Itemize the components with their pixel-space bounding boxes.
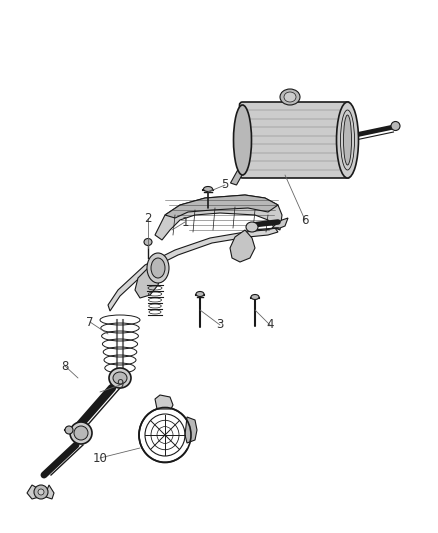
Polygon shape xyxy=(185,417,197,443)
Ellipse shape xyxy=(280,89,300,105)
Polygon shape xyxy=(46,485,54,499)
Text: 5: 5 xyxy=(221,179,229,191)
Polygon shape xyxy=(135,255,162,298)
Ellipse shape xyxy=(109,368,131,388)
Ellipse shape xyxy=(196,292,204,296)
Ellipse shape xyxy=(113,372,127,384)
Ellipse shape xyxy=(233,105,251,175)
Polygon shape xyxy=(272,218,288,228)
Ellipse shape xyxy=(246,222,258,232)
Text: 8: 8 xyxy=(61,359,69,373)
Ellipse shape xyxy=(147,253,169,283)
Ellipse shape xyxy=(144,238,152,246)
Ellipse shape xyxy=(251,295,259,300)
Text: 7: 7 xyxy=(86,316,94,328)
Polygon shape xyxy=(108,228,278,311)
FancyBboxPatch shape xyxy=(240,102,350,178)
Ellipse shape xyxy=(336,102,358,178)
Text: 6: 6 xyxy=(301,214,309,227)
Ellipse shape xyxy=(204,187,212,191)
Text: 10: 10 xyxy=(92,451,107,464)
Text: 4: 4 xyxy=(266,319,274,332)
Circle shape xyxy=(65,426,73,434)
Polygon shape xyxy=(230,230,255,262)
Ellipse shape xyxy=(151,258,165,278)
Polygon shape xyxy=(155,195,282,240)
Polygon shape xyxy=(27,485,41,499)
Text: 3: 3 xyxy=(216,319,224,332)
Ellipse shape xyxy=(284,92,296,102)
Polygon shape xyxy=(165,195,278,218)
Circle shape xyxy=(38,489,44,495)
Polygon shape xyxy=(155,395,173,409)
Text: 9: 9 xyxy=(116,378,124,392)
Polygon shape xyxy=(230,165,247,185)
Text: 2: 2 xyxy=(144,212,152,224)
Text: 1: 1 xyxy=(181,215,189,229)
Ellipse shape xyxy=(343,115,352,165)
Ellipse shape xyxy=(74,426,88,440)
Ellipse shape xyxy=(391,122,400,131)
Circle shape xyxy=(34,485,48,499)
Ellipse shape xyxy=(70,422,92,444)
